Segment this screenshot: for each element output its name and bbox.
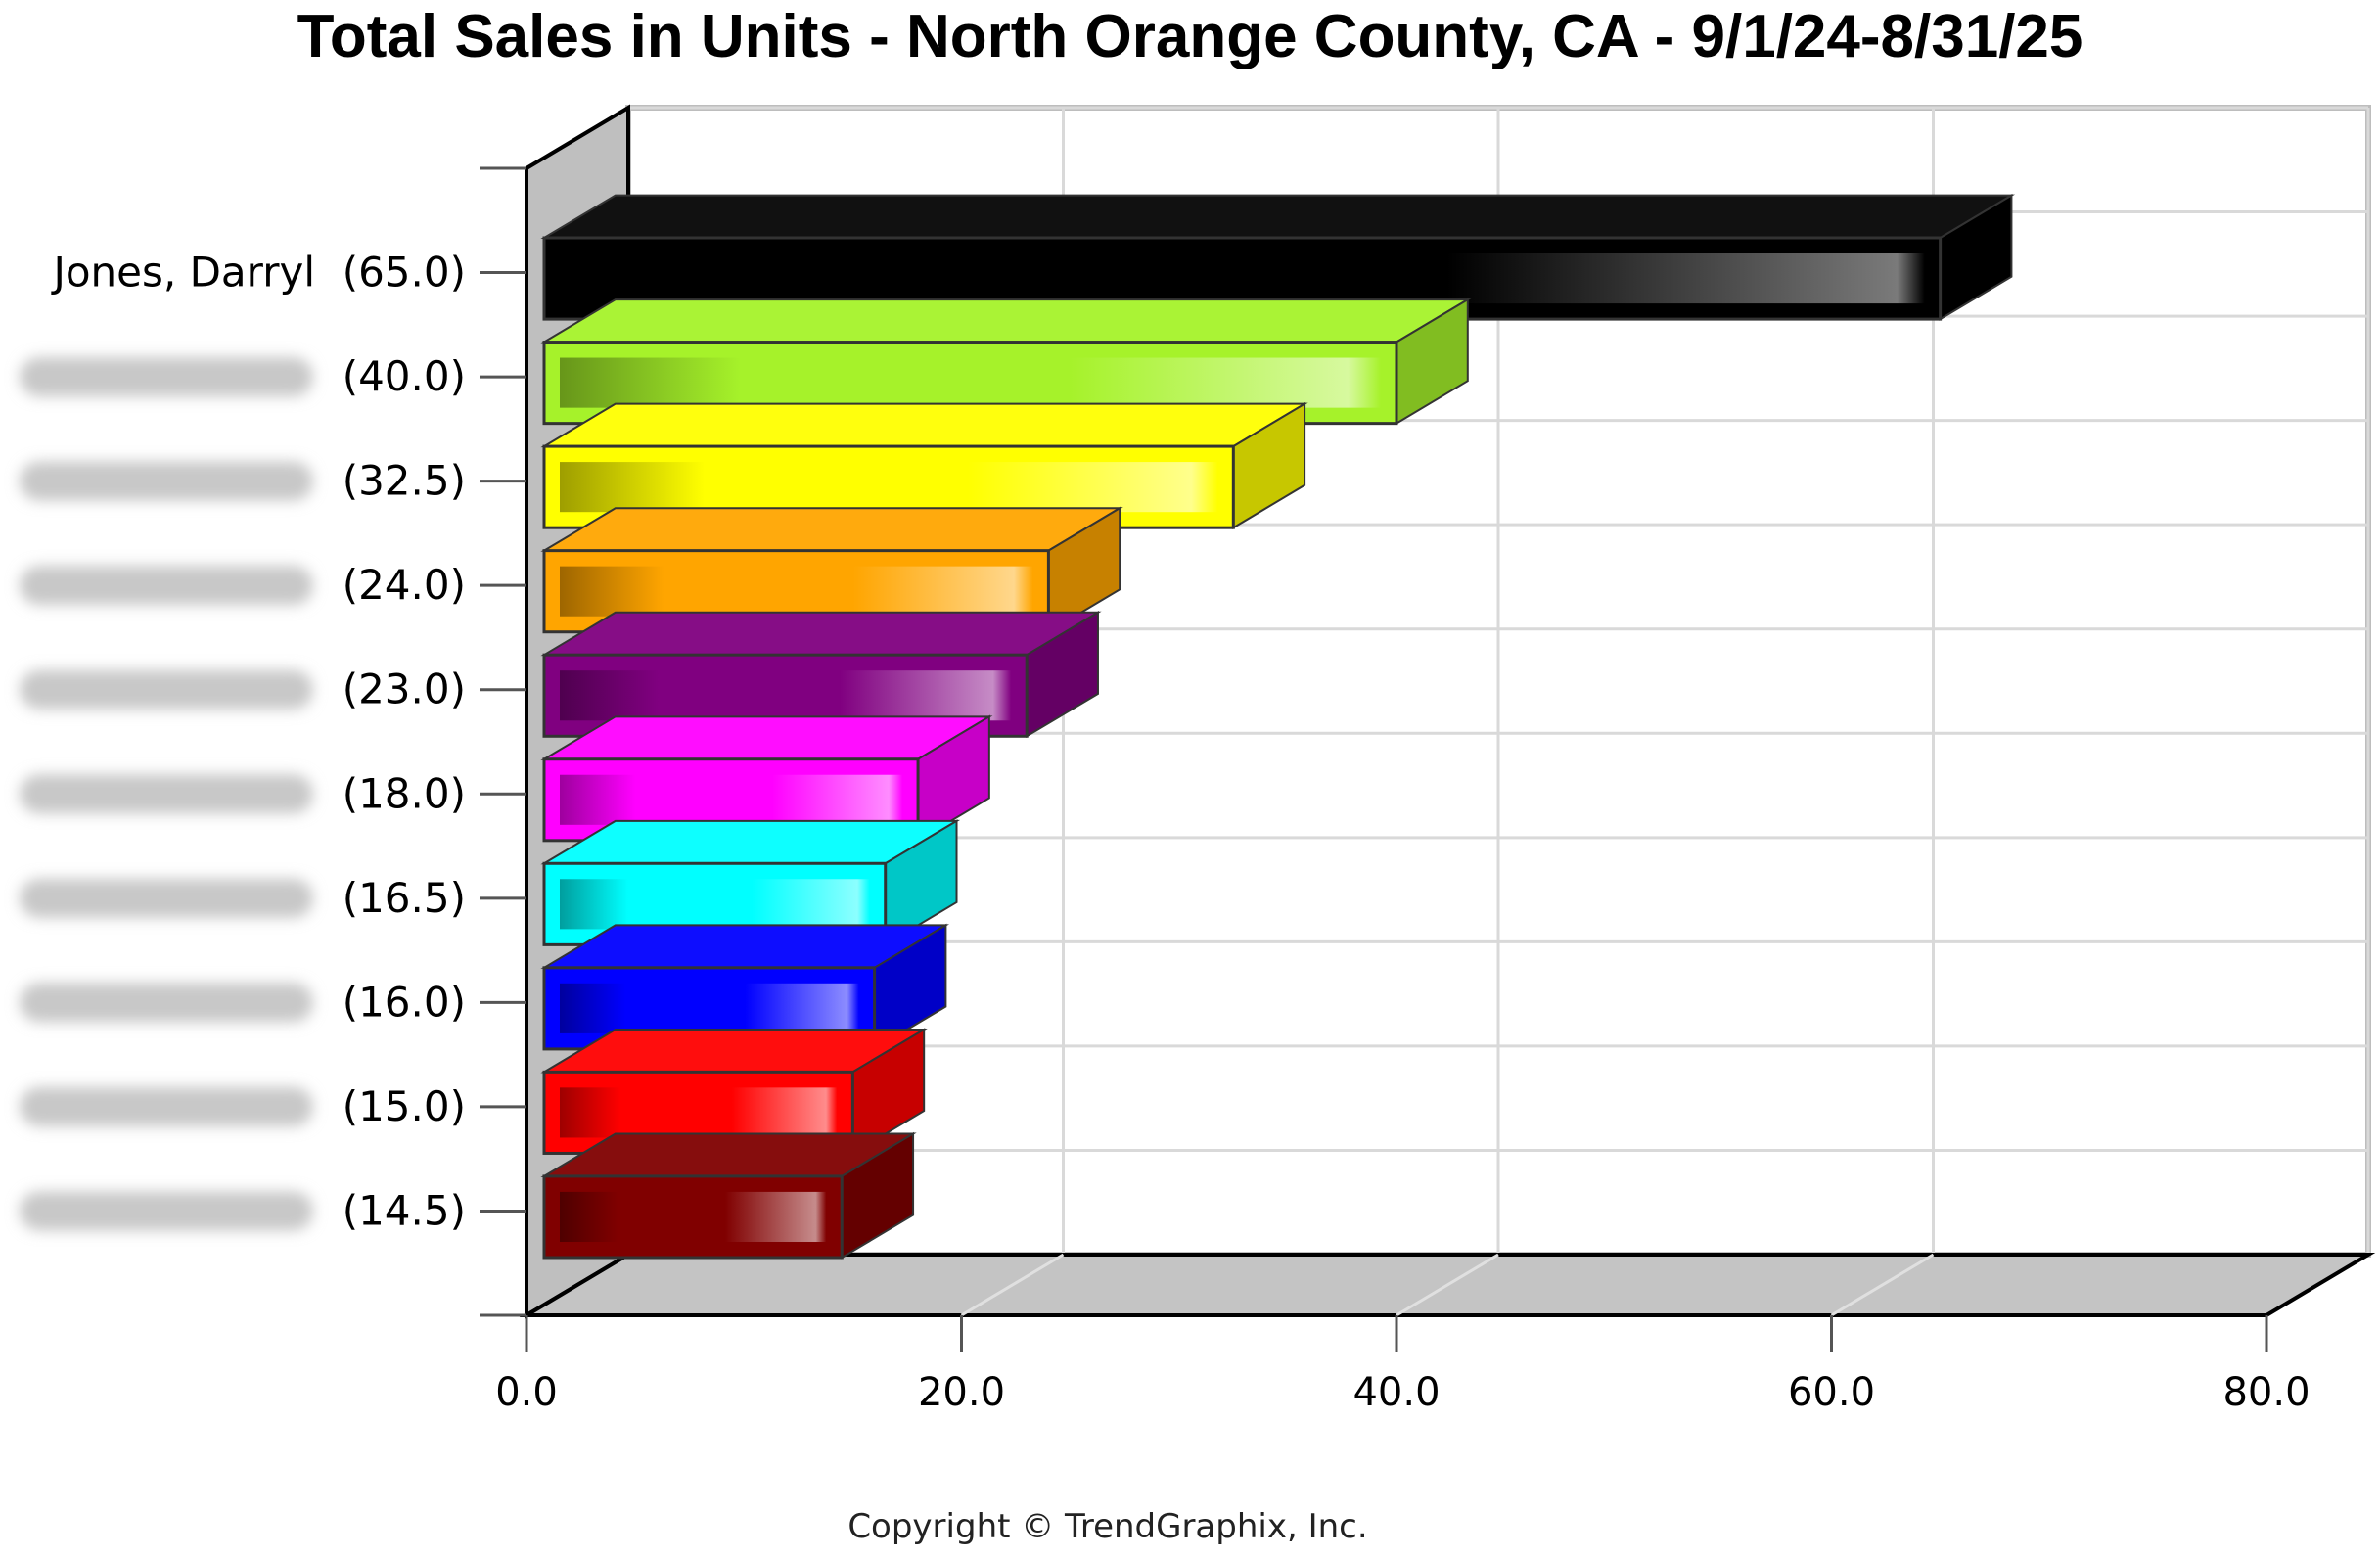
category-label: (24.0) [20, 561, 466, 609]
category-label: (16.0) [20, 978, 466, 1026]
bar-top-face [540, 194, 2016, 239]
bar-highlight [560, 774, 903, 825]
bar-highlight [560, 462, 1218, 513]
category-label: (18.0) [20, 769, 466, 817]
bar [540, 193, 2016, 321]
x-axis: 0.0 20.0 40.0 60.0 80.0 [495, 1315, 2311, 1415]
category-label: (40.0) [20, 352, 466, 400]
redacted-name [20, 669, 313, 710]
category-value-label: (15.0) [343, 1082, 466, 1130]
category-value-label: (24.0) [343, 561, 466, 609]
category-value-label: (18.0) [343, 769, 466, 817]
category-label: (16.5) [20, 874, 466, 922]
x-tick-label: 80.0 [2222, 1370, 2310, 1415]
bar-highlight [560, 983, 859, 1033]
bar-highlight [560, 566, 1033, 617]
category-value-label: (23.0) [343, 665, 466, 713]
redacted-name [20, 566, 313, 606]
bars-group [540, 193, 2016, 1260]
category-value-label: (14.5) [343, 1186, 466, 1234]
redacted-name [20, 1086, 313, 1126]
copyright-text: Copyright © TrendGraphix, Inc. [847, 1507, 1368, 1546]
category-value-label: (65.0) [343, 249, 466, 297]
bar-highlight [560, 1191, 827, 1243]
category-label: (65.0) Jones, Darryl [50, 249, 466, 297]
category-value-label: (16.5) [343, 874, 466, 922]
bar-top-face [540, 507, 1123, 552]
bar-top-face [540, 611, 1102, 657]
floor-gridline [1396, 1253, 1499, 1317]
bar-top-face [540, 715, 993, 760]
x-tick-label: 20.0 [918, 1370, 1005, 1415]
category-label: (15.0) [20, 1082, 466, 1130]
bar-top-face [540, 298, 1472, 344]
category-labels: (65.0) Jones, Darryl (40.0) (32.5) (24.0) (2… [20, 249, 466, 1234]
bar [540, 401, 1308, 529]
bar [540, 1131, 917, 1260]
chart-title: Total Sales in Units - North Orange Coun… [297, 3, 2083, 70]
x-tick-label: 0.0 [495, 1370, 558, 1415]
bar [540, 923, 950, 1051]
redacted-name [20, 1191, 313, 1231]
category-value-label: (32.5) [343, 457, 466, 505]
floor-gridline [1830, 1253, 1935, 1317]
bar-highlight [560, 670, 1012, 721]
category-value-label: (16.0) [343, 978, 466, 1026]
bar-highlight [560, 252, 1925, 304]
category-label: (32.5) [20, 457, 466, 505]
category-label: (14.5) [20, 1186, 466, 1234]
redacted-name [20, 983, 313, 1023]
bar-highlight [560, 1087, 838, 1138]
floor-gridline [960, 1253, 1065, 1317]
category-value-label: (40.0) [343, 352, 466, 400]
redacted-name [20, 461, 313, 501]
category-name-label: Jones, Darryl [50, 249, 315, 297]
redacted-name [20, 357, 313, 397]
x-tick-label: 40.0 [1352, 1370, 1440, 1415]
bar-top-face [540, 402, 1308, 448]
redacted-name [20, 878, 313, 918]
bar-highlight [560, 879, 870, 930]
x-tick-label: 60.0 [1788, 1370, 1875, 1415]
category-label: (23.0) [20, 665, 466, 713]
redacted-name [20, 774, 313, 814]
bar-highlight [560, 357, 1381, 408]
